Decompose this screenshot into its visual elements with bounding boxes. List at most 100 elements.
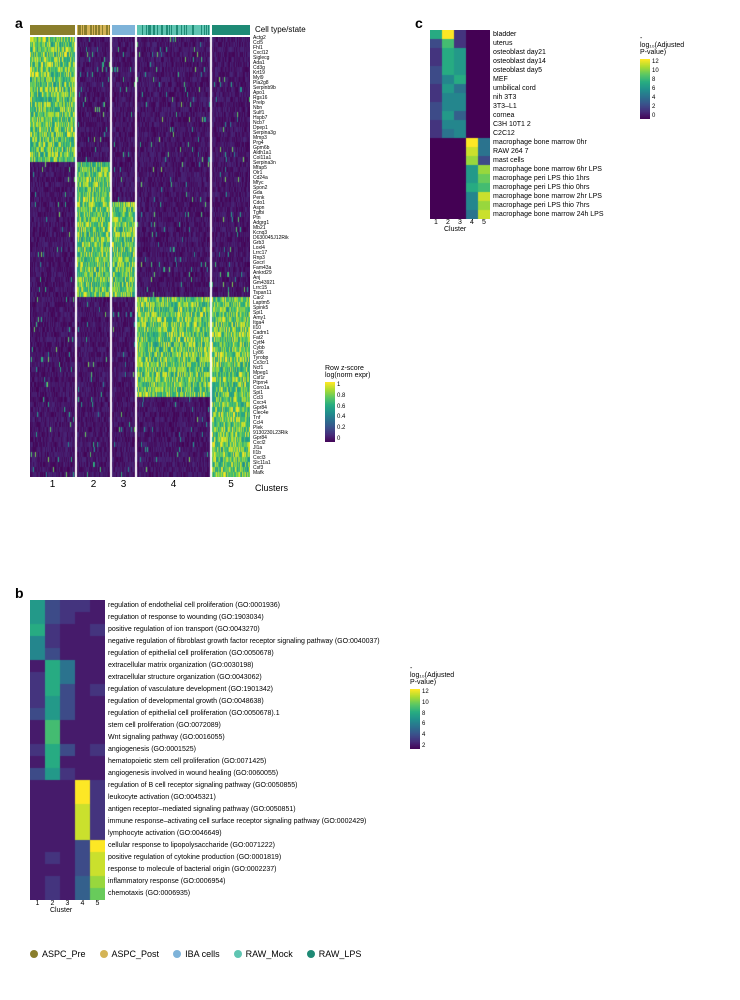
panel-a-label: a (15, 15, 23, 31)
panel-b-label: b (15, 585, 24, 601)
row-label: cellular response to lipopolysaccharide … (108, 842, 275, 849)
row-label: stem cell proliferation (GO:0072089) (108, 722, 221, 729)
celltype-label: Cell type/state (255, 25, 306, 34)
row-label: macrophage bone marrow 2hr LPS (493, 193, 602, 200)
panel-b-colorbar-title: -log₁₀(Adjusted P-value) (410, 665, 454, 686)
x-label: 1 (30, 900, 45, 907)
row-label: immune response–activating cell surface … (108, 818, 366, 825)
row-label: nih 3T3 (493, 94, 516, 101)
row-label: regulation of B cell receptor signaling … (108, 782, 298, 789)
row-label: regulation of response to wounding (GO:1… (108, 614, 264, 621)
row-label: MEF (493, 76, 508, 83)
x-label: 5 (478, 219, 490, 226)
row-label: 3T3–L1 (493, 103, 517, 110)
row-label: cornea (493, 112, 514, 119)
panel-b-xaxis-title: Cluster (50, 907, 105, 914)
row-label: hematopoietic stem cell proliferation (G… (108, 758, 266, 765)
row-label: extracellular matrix organization (GO:00… (108, 662, 254, 669)
legend-item: ASPC_Pre (30, 949, 86, 959)
panel-b-colorbar: -log₁₀(Adjusted P-value) 12108642 (410, 665, 454, 749)
row-label: Wnt signaling pathway (GO:0016055) (108, 734, 225, 741)
row-label: chemotaxis (GO:0006935) (108, 890, 190, 897)
legend-label: RAW_LPS (319, 949, 362, 959)
panel-b: regulation of endothelial cell prolifera… (30, 600, 105, 914)
cluster-number: 3 (112, 479, 135, 490)
panel-c-colorbar-grad (640, 59, 650, 119)
row-label: inflammatory response (GO:0006954) (108, 878, 226, 885)
panel-a-colorbar-ticks: 10.80.60.40.20 (337, 382, 345, 442)
row-label: antigen receptor–mediated signaling path… (108, 806, 296, 813)
row-label: macrophage peri LPS thio 7hrs (493, 202, 590, 209)
legend-swatch (30, 950, 38, 958)
x-label: 5 (90, 900, 105, 907)
row-label: C3H 10T1 2 (493, 121, 531, 128)
legend-swatch (234, 950, 242, 958)
legend-label: IBA cells (185, 949, 220, 959)
legend-item: ASPC_Post (100, 949, 160, 959)
row-label: RAW 264 7 (493, 148, 529, 155)
panel-c-label: c (415, 15, 423, 31)
x-label: 3 (60, 900, 75, 907)
row-label: regulation of epithelial cell proliferat… (108, 710, 280, 717)
row-label: macrophage peri LPS thio 1hrs (493, 175, 590, 182)
cluster-number: 5 (212, 479, 250, 490)
panel-a: Cell type/state Actg2Ccl5Fhl1Cxcl12Sigle… (30, 25, 380, 491)
x-label: 4 (466, 219, 478, 226)
panel-c-colorbar: -log₁₀(Adjusted P-value) 121086420 (640, 35, 684, 119)
row-label: response to molecule of bacterial origin… (108, 866, 276, 873)
legend-swatch (173, 950, 181, 958)
row-label: extracellular structure organization (GO… (108, 674, 262, 681)
row-label: osteoblast day5 (493, 67, 542, 74)
legend-swatch (307, 950, 315, 958)
row-label: positive regulation of ion transport (GO… (108, 626, 260, 633)
panel-c-heatmap (430, 30, 490, 219)
celltype-annotation-bar (30, 25, 250, 35)
x-label: 4 (75, 900, 90, 907)
legend-item: RAW_Mock (234, 949, 293, 959)
panel-b-colorbar-ticks: 12108642 (422, 689, 429, 749)
gene-label: Mafk (253, 471, 264, 476)
row-label: macrophage bone marrow 6hr LPS (493, 166, 602, 173)
row-label: positive regulation of cytokine producti… (108, 854, 281, 861)
cluster-number: 1 (30, 479, 75, 490)
panel-c-colorbar-ticks: 121086420 (652, 59, 659, 119)
panel-a-heatmap (30, 37, 250, 477)
celltype-legend: ASPC_Pre ASPC_Post IBA cells RAW_Mock RAW_LP… (30, 945, 375, 963)
row-label: macrophage bone marrow 24h LPS (493, 211, 604, 218)
row-label: umbilical cord (493, 85, 536, 92)
panel-c-x-labels: 12345 (430, 219, 490, 226)
row-label: macrophage peri LPS thio 0hrs (493, 184, 590, 191)
panel-c-xaxis-title: Cluster (444, 226, 490, 233)
row-label: regulation of developmental growth (GO:0… (108, 698, 264, 705)
panel-b-heatmap (30, 600, 105, 900)
panel-a-colorbar-title: Row z-score log(norm expr) (325, 365, 371, 379)
x-label: 2 (45, 900, 60, 907)
row-label: uterus (493, 40, 512, 47)
clusters-axis-label: Clusters (255, 483, 288, 493)
row-label: angiogenesis involved in wound healing (… (108, 770, 278, 777)
cluster-number: 4 (137, 479, 210, 490)
row-label: lymphocyte activation (GO:0046649) (108, 830, 222, 837)
x-label: 1 (430, 219, 442, 226)
legend-item: IBA cells (173, 949, 220, 959)
row-label: regulation of vasculature development (G… (108, 686, 273, 693)
row-label: negative regulation of fibroblast growth… (108, 638, 380, 645)
row-label: leukocyte activation (GO:0045321) (108, 794, 216, 801)
row-label: mast cells (493, 157, 524, 164)
row-label: macrophage bone marrow 0hr (493, 139, 587, 146)
panel-c-colorbar-title: -log₁₀(Adjusted P-value) (640, 35, 684, 56)
panel-b-colorbar-grad (410, 689, 420, 749)
row-label: osteoblast day14 (493, 58, 546, 65)
x-label: 2 (442, 219, 454, 226)
panel-b-x-labels: 12345 (30, 900, 105, 907)
panel-a-colorbar-grad (325, 382, 335, 442)
legend-label: RAW_Mock (246, 949, 293, 959)
legend-item: RAW_LPS (307, 949, 362, 959)
row-label: regulation of epithelial cell proliferat… (108, 650, 274, 657)
panel-a-colorbar: Row z-score log(norm expr) 10.80.60.40.2… (325, 365, 371, 442)
panel-a-cluster-labels: 12345 (30, 477, 250, 491)
panel-c: bladderuterusosteoblast day21osteoblast … (430, 30, 490, 233)
x-label: 3 (454, 219, 466, 226)
legend-label: ASPC_Pre (42, 949, 86, 959)
row-label: angiogenesis (GO:0001525) (108, 746, 196, 753)
